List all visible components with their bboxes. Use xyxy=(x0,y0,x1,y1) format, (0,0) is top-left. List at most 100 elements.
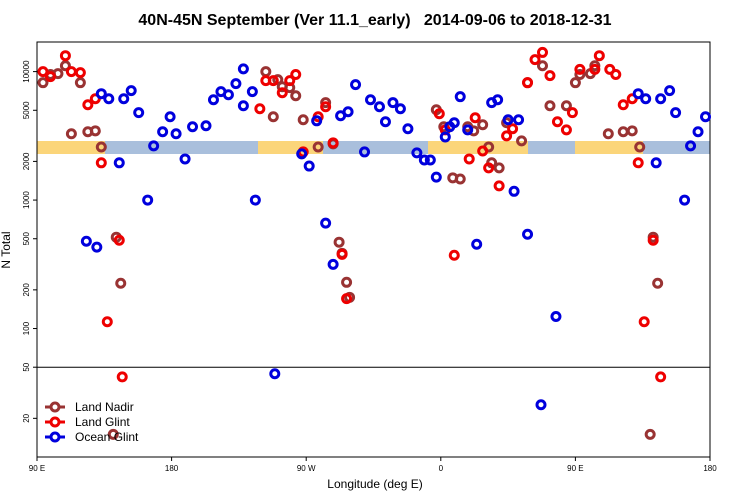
point xyxy=(82,99,94,111)
point xyxy=(632,88,644,100)
point xyxy=(207,94,219,106)
point xyxy=(634,141,646,153)
legend-label: Land Nadir xyxy=(75,400,134,414)
point xyxy=(647,234,659,246)
point xyxy=(617,126,629,138)
point xyxy=(74,67,86,79)
point xyxy=(249,194,261,206)
point xyxy=(670,107,682,119)
point xyxy=(157,126,169,138)
point xyxy=(148,140,160,152)
point xyxy=(320,97,332,109)
point xyxy=(200,120,212,132)
point xyxy=(448,117,460,129)
x-tick-label: 180 xyxy=(703,464,717,473)
point xyxy=(655,371,667,383)
x-tick-label: 0 xyxy=(439,464,444,473)
legend-label: Land Glint xyxy=(75,415,130,429)
point xyxy=(359,146,371,158)
point xyxy=(454,173,466,185)
point xyxy=(448,249,460,261)
x-tick-label: 180 xyxy=(165,464,179,473)
y-tick-label: 2000 xyxy=(22,152,31,170)
point xyxy=(80,235,92,247)
point xyxy=(610,69,622,81)
point xyxy=(303,160,315,172)
point xyxy=(365,94,377,106)
y-tick-label: 200 xyxy=(22,283,31,297)
point xyxy=(327,137,339,149)
point xyxy=(626,125,638,137)
y-axis-label: N Total xyxy=(0,231,13,268)
point xyxy=(113,234,125,246)
point xyxy=(246,86,258,98)
point xyxy=(483,162,495,174)
point xyxy=(471,238,483,250)
point xyxy=(463,153,475,165)
point xyxy=(536,60,548,72)
point xyxy=(593,50,605,62)
point xyxy=(269,368,281,380)
point xyxy=(237,100,249,112)
point xyxy=(551,116,563,128)
point xyxy=(320,217,332,229)
point xyxy=(632,157,644,169)
point xyxy=(544,100,556,112)
y-tick-label: 5000 xyxy=(22,101,31,119)
point xyxy=(507,123,519,135)
point xyxy=(685,140,697,152)
point xyxy=(297,114,309,126)
point xyxy=(652,277,664,289)
point xyxy=(296,148,308,160)
point xyxy=(222,89,234,101)
point xyxy=(550,311,562,323)
point xyxy=(379,116,391,128)
legend-marker xyxy=(49,416,61,428)
point xyxy=(679,194,691,206)
point xyxy=(260,66,272,78)
point xyxy=(311,115,323,127)
point xyxy=(103,93,115,105)
point xyxy=(650,157,662,169)
point xyxy=(74,77,86,89)
point xyxy=(237,63,249,75)
point xyxy=(37,66,49,78)
point xyxy=(350,79,362,91)
point xyxy=(373,101,385,113)
point xyxy=(535,399,547,411)
point xyxy=(320,101,332,113)
x-axis-label: Longitude (deg E) xyxy=(327,477,422,491)
point xyxy=(267,111,279,123)
point xyxy=(439,131,451,143)
point xyxy=(276,87,288,99)
x-tick-label: 90 W xyxy=(297,464,316,473)
point xyxy=(493,180,505,192)
point xyxy=(341,293,353,305)
point xyxy=(501,130,513,142)
point xyxy=(341,276,353,288)
legend-label: Ocean Glint xyxy=(75,430,139,444)
point xyxy=(655,93,667,105)
point xyxy=(116,371,128,383)
point xyxy=(411,147,423,159)
y-tick-label: 100 xyxy=(22,321,31,335)
point xyxy=(115,277,127,289)
point xyxy=(638,316,650,328)
point xyxy=(536,46,548,58)
point xyxy=(125,85,137,97)
point xyxy=(529,54,541,66)
y-tick-label: 500 xyxy=(22,232,31,246)
point xyxy=(37,77,49,89)
legend-marker xyxy=(49,431,61,443)
y-tick-label: 50 xyxy=(22,362,31,371)
point xyxy=(566,107,578,119)
point xyxy=(133,107,145,119)
point xyxy=(164,111,176,123)
point xyxy=(560,124,572,136)
point xyxy=(91,241,103,253)
point xyxy=(230,78,242,90)
x-tick-label: 90 E xyxy=(567,464,583,473)
point xyxy=(502,114,514,126)
point xyxy=(59,60,71,72)
